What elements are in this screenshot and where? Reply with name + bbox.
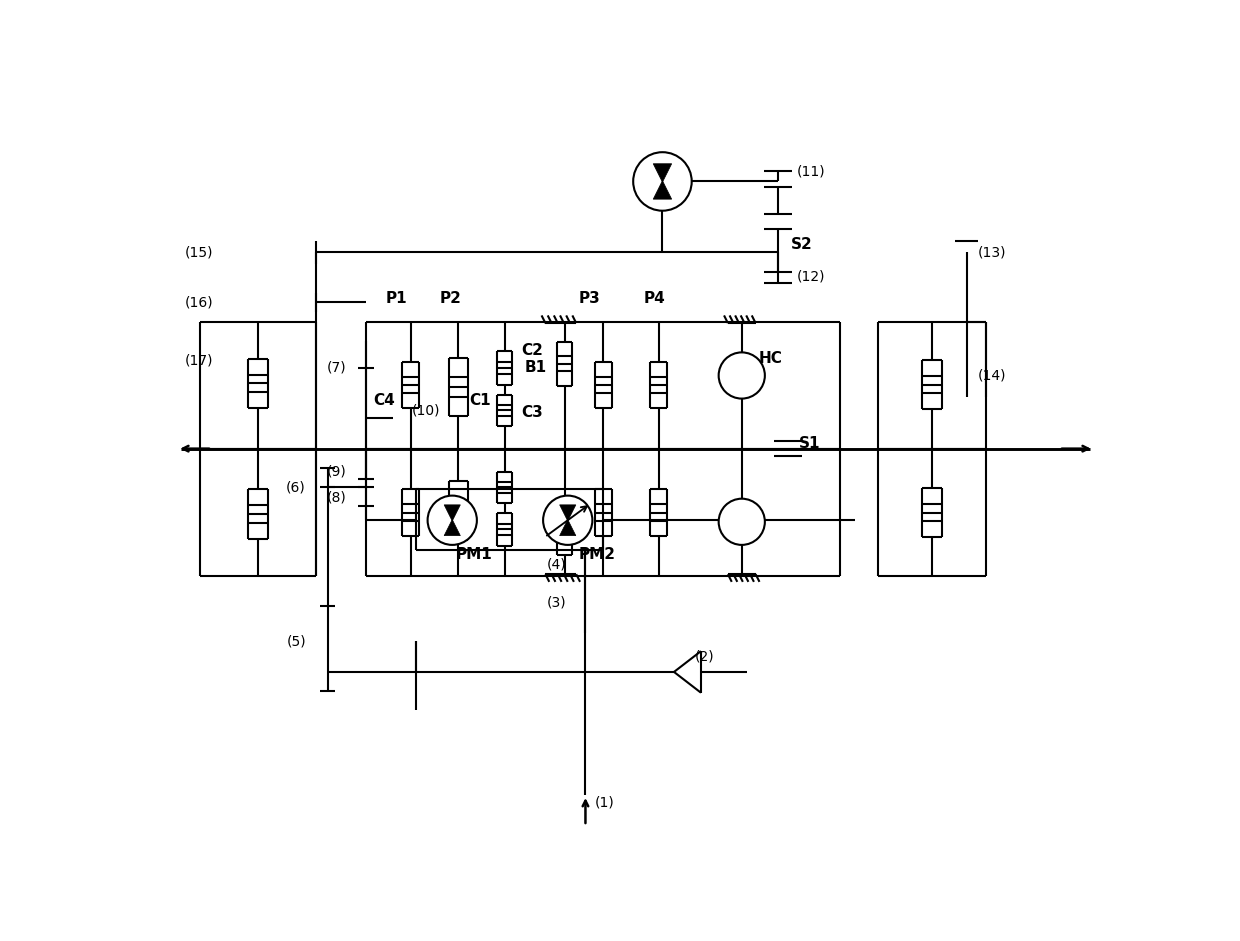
Text: P2: P2: [440, 291, 461, 306]
Text: (2): (2): [694, 649, 714, 663]
Text: (10): (10): [412, 403, 440, 417]
Text: C2: C2: [522, 343, 543, 359]
Text: HC: HC: [759, 351, 782, 366]
Text: (5): (5): [286, 634, 306, 648]
Text: (12): (12): [797, 270, 826, 284]
Text: (9): (9): [327, 465, 347, 479]
Polygon shape: [653, 164, 672, 183]
Text: C1: C1: [469, 392, 491, 407]
Text: P1: P1: [386, 291, 408, 306]
Polygon shape: [444, 519, 460, 535]
Circle shape: [543, 496, 593, 545]
Text: (11): (11): [797, 165, 826, 179]
Text: (13): (13): [978, 246, 1007, 260]
Circle shape: [428, 496, 477, 545]
Text: (16): (16): [185, 295, 213, 310]
Text: P3: P3: [578, 291, 600, 306]
Polygon shape: [653, 181, 672, 199]
Polygon shape: [559, 505, 575, 521]
Text: P4: P4: [644, 291, 666, 306]
Text: S1: S1: [799, 436, 820, 451]
Text: (1): (1): [595, 796, 615, 810]
Circle shape: [634, 152, 692, 211]
Text: PM2: PM2: [579, 547, 615, 562]
Text: S2: S2: [791, 237, 812, 252]
Text: (6): (6): [286, 480, 306, 494]
Circle shape: [719, 352, 765, 399]
Text: (8): (8): [327, 490, 347, 504]
Text: (17): (17): [185, 353, 213, 367]
Text: (7): (7): [327, 360, 347, 375]
Text: (14): (14): [978, 369, 1007, 382]
Text: C4: C4: [373, 392, 396, 407]
Text: (15): (15): [185, 246, 213, 260]
Text: PM1: PM1: [455, 547, 492, 562]
Polygon shape: [559, 519, 575, 535]
Text: B1: B1: [525, 360, 547, 375]
Polygon shape: [444, 505, 460, 521]
Text: (4): (4): [547, 557, 567, 571]
Circle shape: [719, 499, 765, 545]
Text: (3): (3): [547, 596, 567, 610]
Text: C3: C3: [522, 405, 543, 420]
